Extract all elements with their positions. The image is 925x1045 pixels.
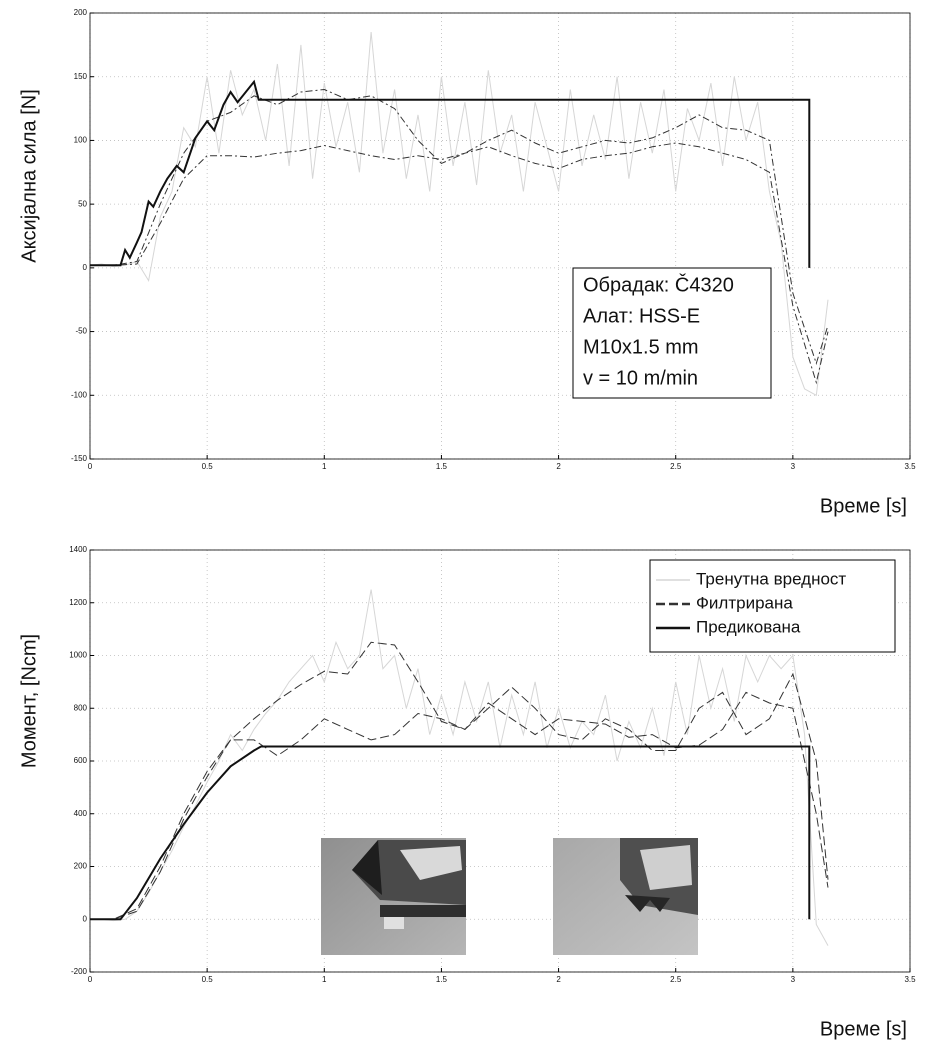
x-tick-label: 0 xyxy=(88,462,93,471)
x-tick-label: 1 xyxy=(322,462,327,471)
y-tick-label: -150 xyxy=(71,454,88,463)
plot-frame xyxy=(89,12,911,460)
legend-label: Предикована xyxy=(696,617,801,636)
y-tick-label: -100 xyxy=(71,390,88,399)
annotation-text: v = 10 m/min xyxy=(583,367,698,389)
y-tick-label: 100 xyxy=(74,136,88,145)
series-line xyxy=(90,142,829,385)
y-tick-label: 1000 xyxy=(69,651,87,660)
series-line xyxy=(90,589,829,946)
annotation-text: Алат: HSS-E xyxy=(583,305,700,327)
y-axis-label: Момент, [Ncm] xyxy=(18,634,40,768)
legend-label: Тренутна вредност xyxy=(696,569,846,588)
x-tick-label: 0 xyxy=(88,975,93,984)
plot: -150 -100 -50 0 50 100 150 200 0 0.5 1 1.5 2 2.5 3 3.5 А… xyxy=(18,8,916,517)
annotation-box xyxy=(572,267,772,399)
x-tick-label: 2 xyxy=(556,462,561,471)
y-tick-label: 200 xyxy=(74,8,88,17)
annotation-text: Обрадак: Č4320 xyxy=(583,273,734,296)
x-tick-label: 3.5 xyxy=(904,975,916,984)
x-tick-label: 1 xyxy=(322,975,327,984)
y-tick-label: 1400 xyxy=(69,545,87,554)
y-tick-label: 1200 xyxy=(69,598,87,607)
chart-axial-force: -150 -100 -50 0 50 100 150 200 0 0.5 1 1.5 2 2.5 3 3.5 А… xyxy=(18,8,916,517)
x-tick-label: 3 xyxy=(791,462,796,471)
x-tick-label: 2.5 xyxy=(670,462,682,471)
y-tick-label: 800 xyxy=(74,703,88,712)
x-tick-label: 0.5 xyxy=(202,462,214,471)
series-line xyxy=(90,745,811,921)
photo xyxy=(553,838,698,955)
y-tick-label: 600 xyxy=(74,756,88,765)
y-tick-label: 400 xyxy=(74,809,88,818)
y-tick-label: 150 xyxy=(74,72,88,81)
x-tick-label: 1.5 xyxy=(436,975,448,984)
legend-label: Филтрирана xyxy=(696,593,793,612)
y-axis-label: Аксијална сила [N] xyxy=(18,89,40,263)
plot-frame xyxy=(89,549,911,973)
x-tick-label: 3 xyxy=(791,975,796,984)
y-tick-label: 0 xyxy=(83,914,88,923)
annotation-text: M10x1.5 mm xyxy=(583,336,699,358)
series-line xyxy=(90,88,829,366)
y-tick-label: -50 xyxy=(75,327,87,336)
x-tick-label: 2.5 xyxy=(670,975,682,984)
y-tick-label: 200 xyxy=(74,862,88,871)
photo xyxy=(321,838,466,955)
y-tick-label: -200 xyxy=(71,967,88,976)
series-line xyxy=(90,79,811,268)
x-tick-label: 3.5 xyxy=(904,462,916,471)
x-tick-label: 0.5 xyxy=(202,975,214,984)
series-line xyxy=(89,32,829,397)
x-tick-label: 1.5 xyxy=(436,462,448,471)
y-tick-label: 0 xyxy=(83,263,88,272)
series-line xyxy=(90,691,829,920)
legend-box xyxy=(649,559,896,653)
x-axis-label: Време [s] xyxy=(820,1018,907,1040)
y-tick-label: 50 xyxy=(78,199,87,208)
x-tick-label: 2 xyxy=(556,975,561,984)
x-axis-label: Време [s] xyxy=(820,495,907,517)
